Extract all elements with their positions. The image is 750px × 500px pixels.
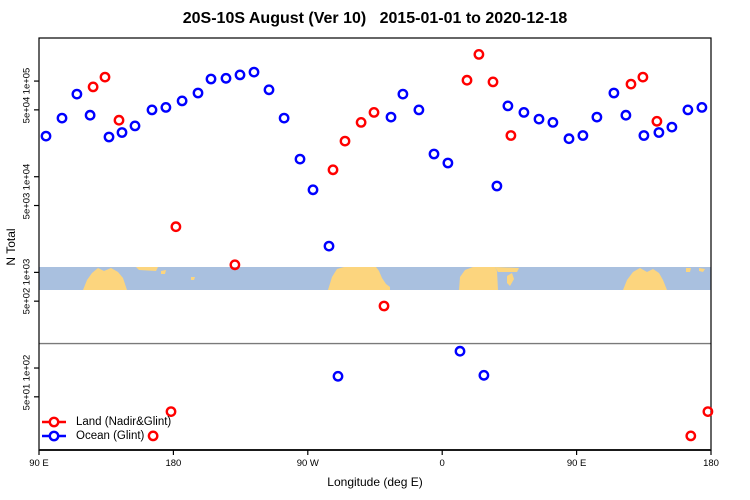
map-strip-land <box>459 267 498 290</box>
ocean-data-point <box>385 111 397 123</box>
legend-marker-icon <box>48 416 60 428</box>
ocean-data-point <box>103 131 115 143</box>
ocean-data-point <box>146 104 158 116</box>
land-data-point <box>113 114 125 126</box>
map-strip-land <box>83 268 127 290</box>
ocean-data-point <box>518 107 530 118</box>
ocean-data-point <box>666 121 678 133</box>
x-tick-label: 90 E <box>29 458 49 469</box>
land-data-point <box>637 71 649 83</box>
x-axis-title: Longitude (deg E) <box>327 475 423 489</box>
y-tick-label: 1e+03 <box>21 259 33 286</box>
map-strip-land <box>699 268 705 272</box>
ocean-data-point <box>638 130 650 141</box>
ocean-data-point <box>413 104 425 116</box>
ocean-data-point <box>323 240 335 252</box>
ocean-data-point <box>478 369 490 381</box>
land-data-point <box>147 430 159 442</box>
ocean-data-point <box>160 102 172 113</box>
ocean-data-point <box>307 184 319 196</box>
ocean-data-point <box>620 109 632 121</box>
ocean-data-point <box>84 109 96 121</box>
ocean-data-point <box>428 148 440 160</box>
land-data-point <box>473 49 485 60</box>
ocean-data-point <box>71 88 83 100</box>
x-tick-label: 0 <box>439 458 445 469</box>
land-data-point <box>368 107 380 118</box>
land-data-point <box>651 115 663 127</box>
ocean-data-point <box>129 120 141 132</box>
land-data-point <box>685 430 697 442</box>
chart-title: 20S-10S August (Ver 10) 2015-01-01 to 20… <box>182 10 568 27</box>
land-data-point <box>355 117 367 128</box>
x-tick-label: 90 W <box>296 458 319 469</box>
ocean-data-point <box>563 133 575 145</box>
ocean-data-point <box>696 102 708 113</box>
ocean-data-point <box>547 117 559 128</box>
y-tick-label: 1e+05 <box>21 67 33 95</box>
ocean-data-point <box>502 100 514 112</box>
ocean-data-point <box>591 111 603 123</box>
land-data-point <box>625 78 637 90</box>
land-data-point <box>229 259 241 271</box>
ocean-data-point <box>278 112 290 124</box>
land-data-point <box>327 164 339 176</box>
ocean-data-point <box>442 157 454 169</box>
plot-border <box>38 37 712 451</box>
land-data-point <box>461 74 473 86</box>
y-tick-label: 5e+02 <box>21 287 33 315</box>
y-tick-label: 5e+03 <box>21 192 33 219</box>
map-strip-land <box>161 270 166 274</box>
land-data-point <box>99 71 111 83</box>
legend-marker-icon <box>48 430 60 442</box>
ocean-data-point <box>491 180 503 192</box>
land-data-point <box>87 81 99 93</box>
land-data-point <box>702 406 714 417</box>
land-data-point <box>339 135 351 147</box>
map-strip-land <box>328 267 390 290</box>
ocean-data-point <box>205 73 217 85</box>
map-strip-land <box>686 268 691 272</box>
map-strip-land <box>136 267 158 271</box>
legend-label-ocean: Ocean (Glint) <box>76 430 145 442</box>
ocean-data-point <box>192 87 204 99</box>
ocean-data-point <box>234 69 246 81</box>
y-tick-label: 5e+04 <box>21 96 33 124</box>
y-tick-label: 5e+01 <box>21 383 33 411</box>
x-tick-label: 180 <box>703 458 719 469</box>
ocean-data-point <box>577 130 589 141</box>
x-tick-label: 180 <box>165 458 182 469</box>
y-tick-label: 1e+02 <box>21 354 33 382</box>
map-strip-land <box>191 277 195 280</box>
ocean-data-point <box>454 345 466 357</box>
ocean-data-point <box>682 104 694 116</box>
ocean-data-point <box>176 95 188 107</box>
land-data-point <box>487 76 499 88</box>
ocean-data-point <box>533 113 545 125</box>
ocean-data-point <box>220 72 232 84</box>
ocean-data-point <box>56 112 68 124</box>
ocean-data-point <box>653 127 665 138</box>
land-data-point <box>170 221 182 233</box>
y-tick-label: 1e+04 <box>21 163 33 191</box>
ocean-data-point <box>608 87 620 99</box>
ocean-data-point <box>332 370 344 382</box>
y-axis-title-text: N Total <box>4 228 18 266</box>
land-data-point <box>378 300 390 312</box>
ocean-data-point <box>263 84 275 96</box>
ocean-data-point <box>40 130 52 142</box>
map-strip-land <box>507 273 514 286</box>
ocean-data-point <box>116 127 128 138</box>
map-strip-land <box>495 267 519 272</box>
map-strip-land <box>623 268 667 290</box>
ocean-data-point <box>248 66 260 78</box>
x-tick-label: 90 E <box>566 458 587 469</box>
land-data-point <box>165 406 177 417</box>
land-data-point <box>505 130 517 141</box>
ocean-data-point <box>294 153 306 165</box>
ocean-data-point <box>397 88 409 100</box>
legend-label-land: Land (Nadir&Glint) <box>76 416 172 428</box>
